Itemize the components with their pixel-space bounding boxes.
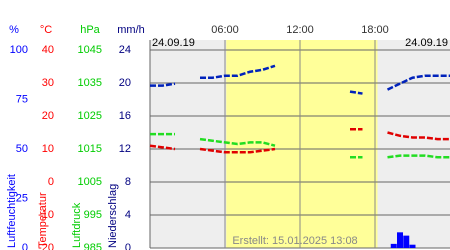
y-tick-label: 0 <box>125 242 131 250</box>
axis-unit: % <box>9 24 19 36</box>
bar <box>390 243 397 248</box>
bar <box>409 244 416 248</box>
y-tick-label: 75 <box>16 93 28 105</box>
axis-unit: mm/h <box>117 24 145 36</box>
y-tick-label: 0 <box>22 242 28 250</box>
date-label: 24.09.19 <box>405 37 448 49</box>
y-tick-label: 4 <box>125 209 131 221</box>
y-tick-label: -10 <box>38 209 54 221</box>
y-tick-label: 20 <box>42 110 54 122</box>
y-tick-label: 8 <box>125 176 131 188</box>
axis-unit: hPa <box>80 24 100 36</box>
y-tick-label: 1035 <box>78 77 102 89</box>
daylight <box>226 40 378 248</box>
bar <box>403 235 410 248</box>
y-tick-label: 50 <box>16 143 28 155</box>
axis-title: Luftfeuchtigkeit <box>6 174 18 248</box>
y-tick-label: 25 <box>16 192 28 204</box>
data-line <box>150 64 450 95</box>
axis-unit: °C <box>40 24 52 36</box>
y-tick-label: 1025 <box>78 110 102 122</box>
y-tick-label: 1005 <box>78 176 102 188</box>
x-tick-label: 06:00 <box>211 24 239 36</box>
y-tick-label: 0 <box>48 176 54 188</box>
y-tick-label: 20 <box>119 77 131 89</box>
y-tick-label: 30 <box>42 77 54 89</box>
y-tick-label: 995 <box>84 209 102 221</box>
bar <box>397 232 403 248</box>
y-tick-label: 1015 <box>78 143 102 155</box>
y-tick-label: 10 <box>42 143 54 155</box>
y-tick-label: 12 <box>119 143 131 155</box>
y-tick-label: 16 <box>119 110 131 122</box>
data-line <box>149 127 450 154</box>
y-tick-label: 24 <box>119 44 131 56</box>
y-tick-label: 985 <box>84 242 102 250</box>
axis-title: Temperatur <box>37 192 49 248</box>
data-line <box>150 132 450 159</box>
y-tick-label: -20 <box>38 242 54 250</box>
x-tick-label: 18:00 <box>361 24 389 36</box>
x-tick-label: 12:00 <box>286 24 314 36</box>
y-tick-label: 100 <box>10 44 28 56</box>
footer: Erstellt: 15.01.2025 13:08 <box>232 235 357 247</box>
y-tick-label: 40 <box>42 44 54 56</box>
y-tick-label: 1045 <box>78 44 102 56</box>
date-label: 24.09.19 <box>152 37 195 49</box>
axis-title: Niederschlag <box>107 184 119 248</box>
axis-title: Luftdruck <box>71 202 83 248</box>
